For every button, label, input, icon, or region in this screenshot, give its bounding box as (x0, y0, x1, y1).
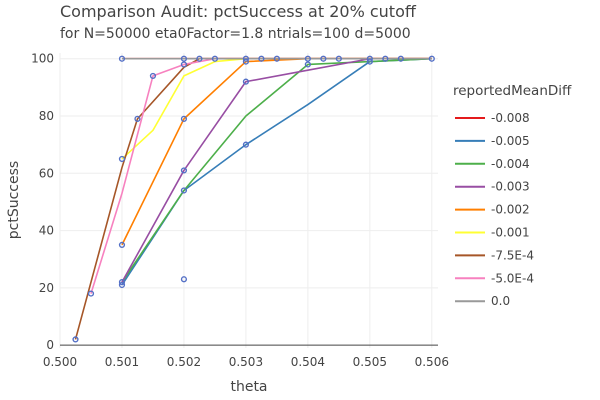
data-point (72, 336, 79, 343)
data-point (134, 115, 141, 122)
chart-subtitle: for N=50000 eta0Factor=1.8 ntrials=100 d… (60, 26, 411, 42)
data-point (382, 55, 389, 62)
data-point (118, 241, 126, 248)
data-point (366, 58, 373, 65)
data-point (428, 55, 435, 62)
legend-label: -7.5E-4 (491, 248, 534, 262)
x-tick-label: 0.505 (353, 355, 387, 369)
legend-label: -0.008 (491, 111, 530, 125)
series-lines (74, 57, 432, 340)
data-point (180, 61, 188, 68)
data-point (242, 55, 250, 62)
data-point (273, 55, 280, 62)
series-line--0.002 (121, 57, 432, 246)
data-point (258, 55, 265, 62)
data-markers (72, 55, 435, 343)
x-tick-label: 0.500 (43, 355, 77, 369)
x-tick-label: 0.506 (415, 355, 449, 369)
data-point (196, 55, 203, 62)
data-point (211, 55, 219, 62)
x-tick-label: 0.504 (291, 355, 325, 369)
series-line--0.001 (121, 57, 432, 160)
data-point (242, 58, 250, 65)
x-tick-label: 0.503 (229, 355, 263, 369)
legend-item: -0.001 (455, 226, 530, 240)
legend-item: 0.0 (455, 294, 510, 308)
y-tick-label: 80 (39, 109, 54, 123)
data-point (180, 167, 188, 174)
y-tick-label: 0 (46, 338, 54, 352)
legend-item: -0.008 (455, 111, 530, 125)
data-point (87, 290, 95, 297)
data-point (118, 281, 126, 289)
legend-label: 0.0 (491, 294, 510, 308)
data-point (180, 115, 188, 122)
series-line--0.003 (121, 57, 432, 283)
legend-item: -0.002 (455, 203, 530, 217)
data-point (304, 55, 311, 62)
y-tick-label: 40 (39, 224, 54, 238)
legend-title: reportedMeanDiff (453, 83, 572, 99)
legend-item: -0.003 (455, 180, 530, 194)
y-tick-label: 100 (31, 52, 54, 66)
legend-label: -0.003 (491, 180, 530, 194)
data-point (366, 55, 373, 62)
data-point (149, 72, 157, 80)
gridlines (59, 53, 438, 348)
data-point (118, 155, 126, 163)
legend: -0.008 -0.005 -0.004 -0.003 -0.002 -0.001 -7.5… (455, 111, 534, 308)
series-line--5.0E-4 (90, 57, 432, 294)
legend-label: -5.0E-4 (491, 271, 534, 285)
data-point (180, 276, 188, 283)
data-point (242, 141, 250, 148)
x-tick-label: 0.501 (105, 355, 139, 369)
y-axis-title: pctSuccess (6, 161, 22, 239)
y-tick-label: 20 (39, 281, 54, 295)
x-tick-label: 0.502 (167, 355, 201, 369)
legend-item: -0.004 (455, 157, 530, 171)
series-line--0.004 (121, 57, 432, 283)
legend-label: -0.005 (491, 134, 530, 148)
data-point (118, 55, 126, 62)
legend-label: -0.004 (491, 157, 530, 171)
data-point (180, 187, 188, 194)
legend-label: -0.001 (491, 226, 530, 240)
y-tick-labels: 0 20 40 60 80 100 (31, 52, 54, 352)
data-point (118, 279, 126, 286)
data-point (335, 55, 342, 62)
data-point (180, 55, 188, 62)
series-line--0.005 (121, 57, 432, 286)
chart-title: Comparison Audit: pctSuccess at 20% cuto… (60, 2, 417, 21)
data-point (397, 55, 404, 62)
series-line--7.5E-4 (74, 57, 432, 340)
legend-item: -0.005 (455, 134, 530, 148)
legend-item: -7.5E-4 (455, 248, 534, 262)
y-tick-label: 60 (39, 166, 54, 180)
data-point (320, 55, 327, 62)
legend-item: -5.0E-4 (455, 271, 534, 285)
x-axis-title: theta (230, 379, 267, 395)
data-point (304, 61, 311, 68)
x-tick-labels: 0.500 0.501 0.502 0.503 0.504 0.505 0.506 (43, 355, 449, 369)
data-point (242, 78, 250, 85)
legend-label: -0.002 (491, 203, 530, 217)
